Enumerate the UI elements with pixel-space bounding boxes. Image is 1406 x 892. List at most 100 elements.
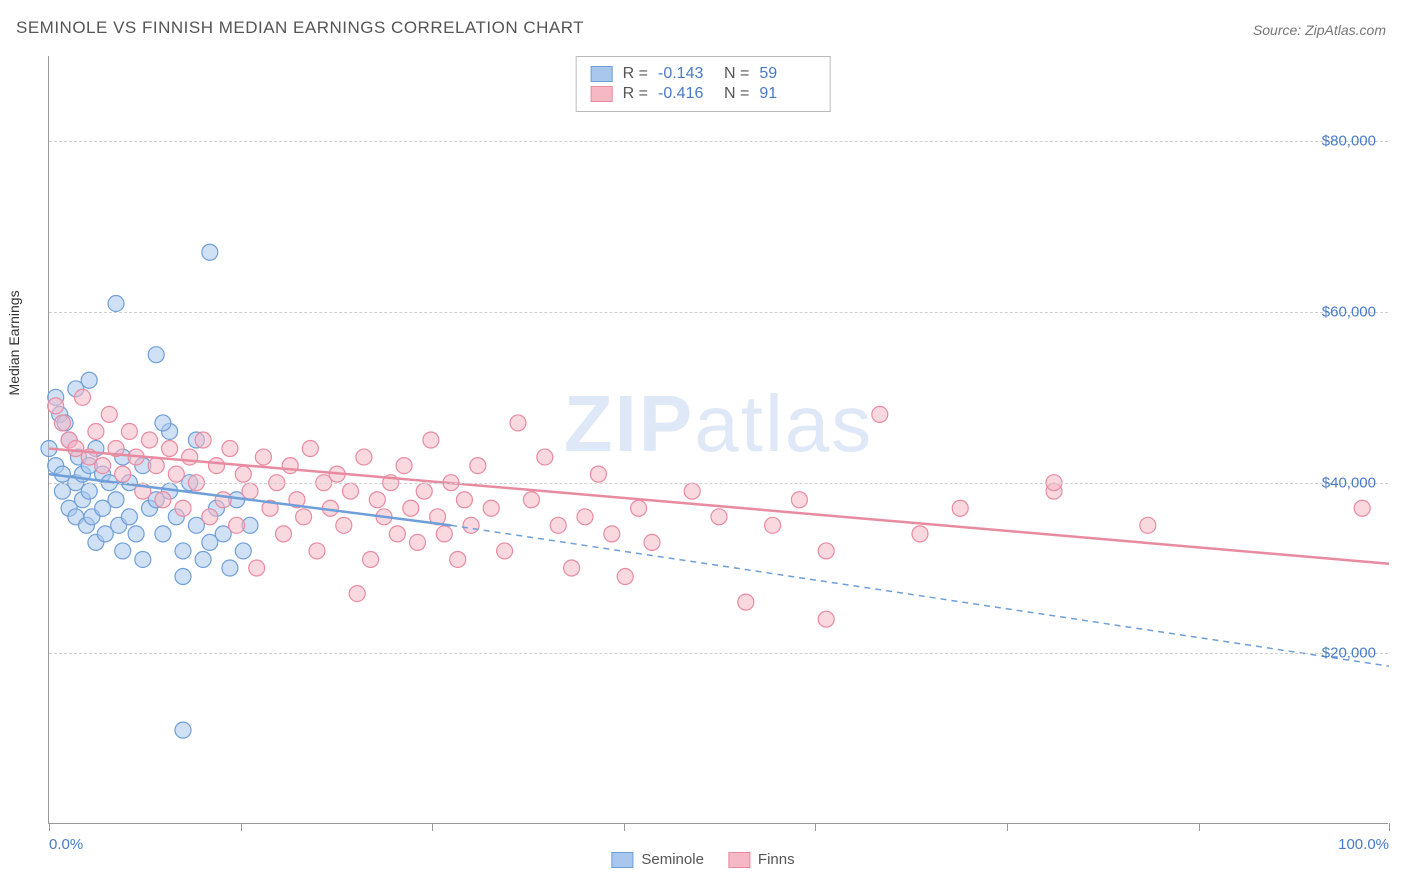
scatter-point [309, 543, 325, 559]
scatter-point [818, 543, 834, 559]
scatter-point [121, 423, 137, 439]
scatter-point [483, 500, 499, 516]
scatter-point [416, 483, 432, 499]
stats-legend-box: R = -0.143 N = 59 R = -0.416 N = 91 [576, 56, 831, 112]
stats-row-finns: R = -0.416 N = 91 [591, 85, 816, 103]
scatter-point [1354, 500, 1370, 516]
scatter-point [235, 543, 251, 559]
gridline-h [49, 141, 1388, 142]
x-tick [1007, 823, 1008, 831]
scatter-point [202, 509, 218, 525]
scatter-point [182, 449, 198, 465]
scatter-point [175, 722, 191, 738]
plot-area: ZIPatlas $20,000$40,000$60,000$80,0000.0… [48, 56, 1388, 824]
scatter-point [88, 423, 104, 439]
stat-n-value-finns: 91 [759, 85, 815, 103]
scatter-point [912, 526, 928, 542]
scatter-point [148, 458, 164, 474]
scatter-point [818, 611, 834, 627]
scatter-point [195, 432, 211, 448]
stat-r-value-seminole: -0.143 [658, 65, 714, 83]
scatter-point [75, 389, 91, 405]
scatter-point [356, 449, 372, 465]
scatter-point [791, 492, 807, 508]
scatter-point [590, 466, 606, 482]
x-tick [624, 823, 625, 831]
scatter-point [115, 466, 131, 482]
scatter-point [175, 569, 191, 585]
scatter-point [255, 449, 271, 465]
scatter-point [296, 509, 312, 525]
legend-item-finns: Finns [728, 851, 795, 868]
stat-r-label: R = [623, 65, 648, 83]
scatter-point [282, 458, 298, 474]
y-tick-label: $60,000 [1322, 304, 1376, 321]
scatter-point [54, 415, 70, 431]
scatter-point [101, 406, 117, 422]
scatter-point [115, 543, 131, 559]
scatter-point [95, 458, 111, 474]
scatter-point [202, 244, 218, 260]
scatter-point [155, 526, 171, 542]
x-tick [1389, 823, 1390, 831]
scatter-point [343, 483, 359, 499]
scatter-point [872, 406, 888, 422]
legend-label-seminole: Seminole [641, 851, 704, 868]
scatter-point [497, 543, 513, 559]
scatter-point [470, 458, 486, 474]
scatter-point [209, 458, 225, 474]
scatter-point [175, 543, 191, 559]
scatter-point [738, 594, 754, 610]
scatter-point [523, 492, 539, 508]
scatter-point [631, 500, 647, 516]
chart-title: SEMINOLE VS FINNISH MEDIAN EARNINGS CORR… [16, 18, 584, 38]
scatter-point [148, 347, 164, 363]
scatter-point [249, 560, 265, 576]
scatter-point [1140, 517, 1156, 533]
scatter-point [456, 492, 472, 508]
scatter-point [168, 466, 184, 482]
scatter-point [222, 441, 238, 457]
stats-row-seminole: R = -0.143 N = 59 [591, 65, 816, 83]
scatter-point [121, 509, 137, 525]
scatter-point [155, 492, 171, 508]
swatch-seminole [591, 66, 613, 82]
scatter-point [564, 560, 580, 576]
scatter-point [302, 441, 318, 457]
gridline-h [49, 653, 1388, 654]
scatter-point [423, 432, 439, 448]
scatter-point [396, 458, 412, 474]
scatter-point [450, 551, 466, 567]
legend-label-finns: Finns [758, 851, 795, 868]
gridline-h [49, 312, 1388, 313]
x-tick [432, 823, 433, 831]
x-tick [241, 823, 242, 831]
scatter-point [617, 569, 633, 585]
scatter-point [510, 415, 526, 431]
scatter-point [684, 483, 700, 499]
scatter-point [222, 560, 238, 576]
y-tick-label: $20,000 [1322, 645, 1376, 662]
scatter-point [604, 526, 620, 542]
scatter-point [550, 517, 566, 533]
scatter-point [463, 517, 479, 533]
scatter-point [162, 441, 178, 457]
stat-n-label: N = [724, 85, 749, 103]
scatter-point [229, 517, 245, 533]
trend-line-extension [451, 525, 1389, 666]
scatter-point [142, 432, 158, 448]
source-attribution: Source: ZipAtlas.com [1253, 22, 1386, 38]
scatter-point [537, 449, 553, 465]
scatter-point [389, 526, 405, 542]
legend-swatch-finns [728, 852, 750, 868]
scatter-point [235, 466, 251, 482]
scatter-point [644, 534, 660, 550]
legend-swatch-seminole [611, 852, 633, 868]
scatter-point [195, 551, 211, 567]
x-tick [815, 823, 816, 831]
scatter-point [410, 534, 426, 550]
x-tick-label: 100.0% [1338, 836, 1389, 853]
scatter-point [765, 517, 781, 533]
scatter-point [403, 500, 419, 516]
scatter-point [48, 398, 64, 414]
